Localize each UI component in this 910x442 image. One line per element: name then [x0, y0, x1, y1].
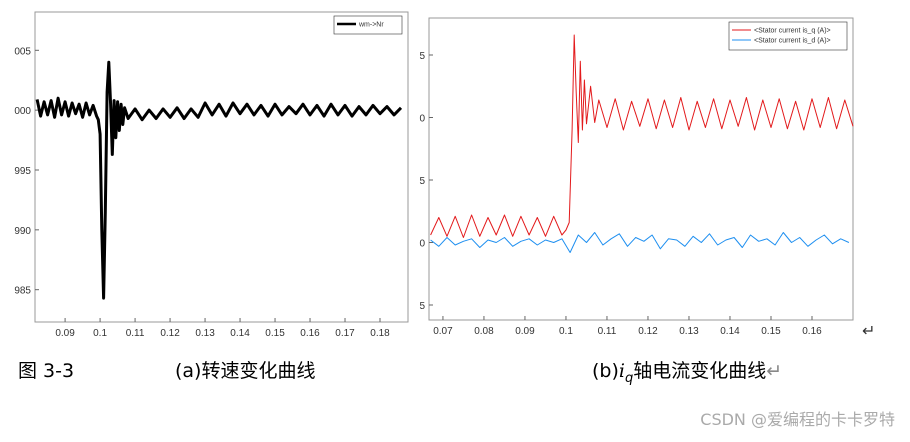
- data-line: [35, 60, 403, 300]
- return-mark: ↵: [766, 360, 782, 382]
- figure-label: 图 3-3: [18, 360, 74, 382]
- y-tick-label: 0: [419, 239, 425, 250]
- caption-b-var: i: [619, 360, 625, 382]
- x-tick-label: 0.16: [300, 328, 320, 339]
- x-tick-label: 0.13: [679, 326, 699, 337]
- y-tick-label: 5: [419, 301, 425, 312]
- x-tick-label: 0.07: [433, 326, 453, 337]
- legend-label: wm->Nr: [358, 22, 384, 29]
- caption-b-rest: 轴电流变化曲线: [633, 360, 766, 382]
- legend-box: [333, 15, 403, 35]
- x-tick-label: 0.15: [761, 326, 781, 337]
- plot-area: [428, 17, 854, 321]
- y-tick-label: 0: [419, 114, 425, 125]
- x-tick-label: 0.11: [598, 326, 617, 337]
- caption-b: (b)iq轴电流变化曲线↵: [592, 360, 782, 386]
- caption-a: (a)转速变化曲线: [175, 360, 315, 382]
- return-mark: ↵: [862, 323, 875, 340]
- y-tick-label: 5: [419, 51, 425, 62]
- legend-box: [728, 21, 848, 51]
- y-tick-label: 985: [14, 286, 31, 297]
- y-tick-label: 005: [14, 46, 31, 57]
- data-line: [430, 34, 854, 238]
- x-tick-label: 0.15: [265, 328, 285, 339]
- x-tick-label: 0.16: [802, 326, 822, 337]
- legend-label: <Stator current is_d (A)>: [754, 38, 831, 45]
- x-tick-label: 0.14: [230, 328, 250, 339]
- x-tick-label: 0.11: [126, 328, 145, 339]
- x-tick-label: 0.12: [638, 326, 658, 337]
- x-tick-label: 0.1: [559, 326, 573, 337]
- y-tick-label: 000: [14, 106, 31, 117]
- y-tick-label: 995: [14, 166, 31, 177]
- watermark: CSDN @爱编程的卡卡罗特: [700, 410, 895, 429]
- x-tick-label: 0.09: [55, 328, 75, 339]
- y-tick-label: 5: [419, 176, 425, 187]
- caption-b-sub: q: [625, 371, 633, 386]
- y-tick-label: 990: [14, 226, 31, 237]
- plot-area: [34, 11, 409, 323]
- legend-label: <Stator current is_q (A)>: [754, 28, 831, 35]
- x-tick-label: 0.08: [474, 326, 494, 337]
- x-tick-label: 0.17: [335, 328, 355, 339]
- x-tick-label: 0.09: [515, 326, 535, 337]
- x-tick-label: 0.1: [93, 328, 107, 339]
- x-tick-label: 0.13: [195, 328, 215, 339]
- data-line: [430, 232, 850, 253]
- x-tick-label: 0.12: [160, 328, 180, 339]
- caption-b-prefix: (b): [592, 360, 619, 382]
- x-tick-label: 0.18: [370, 328, 390, 339]
- x-tick-label: 0.14: [720, 326, 740, 337]
